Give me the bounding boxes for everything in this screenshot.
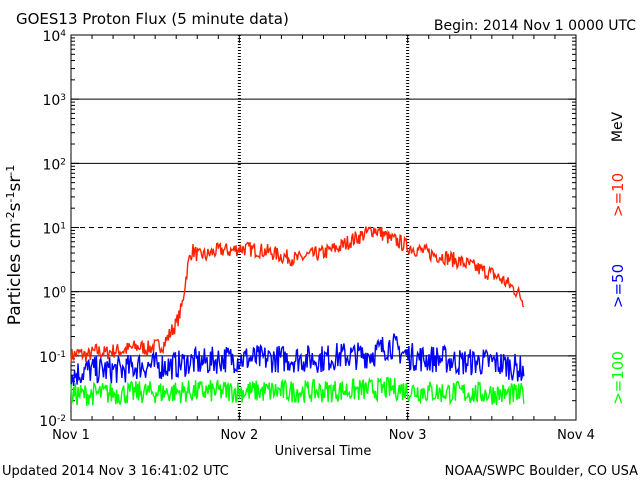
series-line-0: [70, 226, 525, 364]
series-line-2: [70, 376, 525, 407]
x-tick-label-2: Nov 3: [389, 428, 427, 443]
legend: MeV >=10 >=50 >=100: [609, 111, 627, 404]
source-credit: NOAA/SWPC Boulder, CO USA: [445, 464, 638, 479]
x-tick-label-1: Nov 2: [220, 428, 258, 443]
chart-title: GOES13 Proton Flux (5 minute data): [16, 10, 289, 28]
y-axis-label: Particles cm-2s-1sr-1: [4, 165, 26, 326]
legend-entry-50: >=50: [609, 264, 627, 308]
y-tick-label-1: 10-1: [39, 350, 66, 366]
begin-label: Begin: 2014 Nov 1 0000 UTC: [434, 18, 636, 34]
x-axis-label: Universal Time: [275, 444, 372, 459]
y-tick-label-4: 102: [42, 157, 66, 173]
series-group: [70, 226, 525, 407]
y-tick-label-5: 103: [42, 93, 66, 109]
legend-entry-100: >=100: [609, 351, 627, 405]
x-tick-label-0: Nov 1: [52, 428, 90, 443]
series-line-1: [70, 333, 525, 388]
legend-unit: MeV: [610, 111, 626, 142]
updated-timestamp: Updated 2014 Nov 3 16:41:02 UTC: [2, 464, 229, 479]
y-tick-label-0: 10-2: [39, 414, 66, 430]
axis-ticks: 10-2 10-1 100 101 102 103 104 Nov 1 Nov 2 Nov 3 No…: [39, 29, 595, 443]
y-tick-label-3: 101: [42, 222, 66, 238]
legend-entry-10: >=10: [609, 173, 627, 217]
y-tick-label-2: 100: [42, 286, 66, 302]
x-tick-label-3: Nov 4: [557, 428, 595, 443]
y-tick-label-6: 104: [42, 29, 66, 45]
